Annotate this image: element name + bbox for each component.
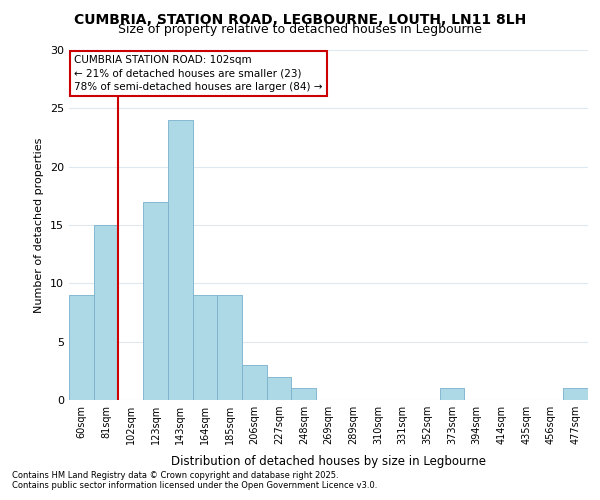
- Text: Contains HM Land Registry data © Crown copyright and database right 2025.: Contains HM Land Registry data © Crown c…: [12, 471, 338, 480]
- Bar: [69, 295, 94, 400]
- Text: Size of property relative to detached houses in Legbourne: Size of property relative to detached ho…: [118, 22, 482, 36]
- Text: CUMBRIA STATION ROAD: 102sqm
← 21% of detached houses are smaller (23)
78% of se: CUMBRIA STATION ROAD: 102sqm ← 21% of de…: [74, 56, 323, 92]
- Text: CUMBRIA, STATION ROAD, LEGBOURNE, LOUTH, LN11 8LH: CUMBRIA, STATION ROAD, LEGBOURNE, LOUTH,…: [74, 12, 526, 26]
- Bar: [168, 120, 193, 400]
- Text: Contains public sector information licensed under the Open Government Licence v3: Contains public sector information licen…: [12, 481, 377, 490]
- Bar: [440, 388, 464, 400]
- Y-axis label: Number of detached properties: Number of detached properties: [34, 138, 44, 312]
- Bar: [292, 388, 316, 400]
- Bar: [217, 295, 242, 400]
- Bar: [242, 365, 267, 400]
- Bar: [267, 376, 292, 400]
- Bar: [193, 295, 217, 400]
- Bar: [143, 202, 168, 400]
- Bar: [94, 225, 118, 400]
- Bar: [563, 388, 588, 400]
- X-axis label: Distribution of detached houses by size in Legbourne: Distribution of detached houses by size …: [171, 456, 486, 468]
